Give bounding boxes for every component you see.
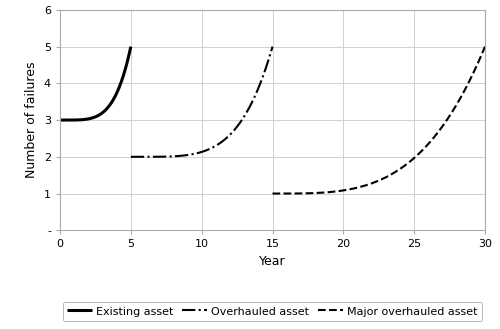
Major overhauled asset [444,118,450,122]
Existing asset [126,52,132,56]
Existing asset [57,118,63,122]
Major overhauled asset [477,57,483,61]
Overhauled asset [195,151,201,155]
Overhauled asset [266,56,272,60]
Overhauled asset [212,144,218,148]
Overhauled asset [196,151,202,155]
Line: Overhauled asset: Overhauled asset [131,47,272,157]
Y-axis label: Number of failures: Number of failures [26,62,38,178]
Existing asset [128,45,134,49]
Major overhauled asset [372,180,378,184]
Overhauled asset [128,155,134,159]
Major overhauled asset [482,45,488,49]
Existing asset [115,88,121,92]
Overhauled asset [270,45,276,49]
Overhauled asset [204,148,210,152]
Legend: Existing asset, Overhauled asset, Major overhauled asset: Existing asset, Overhauled asset, Major … [63,302,482,321]
Major overhauled asset [270,191,276,195]
Overhauled asset [244,110,250,114]
Line: Major overhauled asset: Major overhauled asset [272,47,485,193]
X-axis label: Year: Year [259,255,286,268]
Major overhauled asset [384,174,390,178]
Major overhauled asset [370,181,376,185]
Line: Existing asset: Existing asset [60,47,131,120]
Existing asset [91,115,97,119]
Major overhauled asset [396,168,402,172]
Existing asset [90,115,96,119]
Existing asset [99,111,105,115]
Existing asset [96,114,102,117]
